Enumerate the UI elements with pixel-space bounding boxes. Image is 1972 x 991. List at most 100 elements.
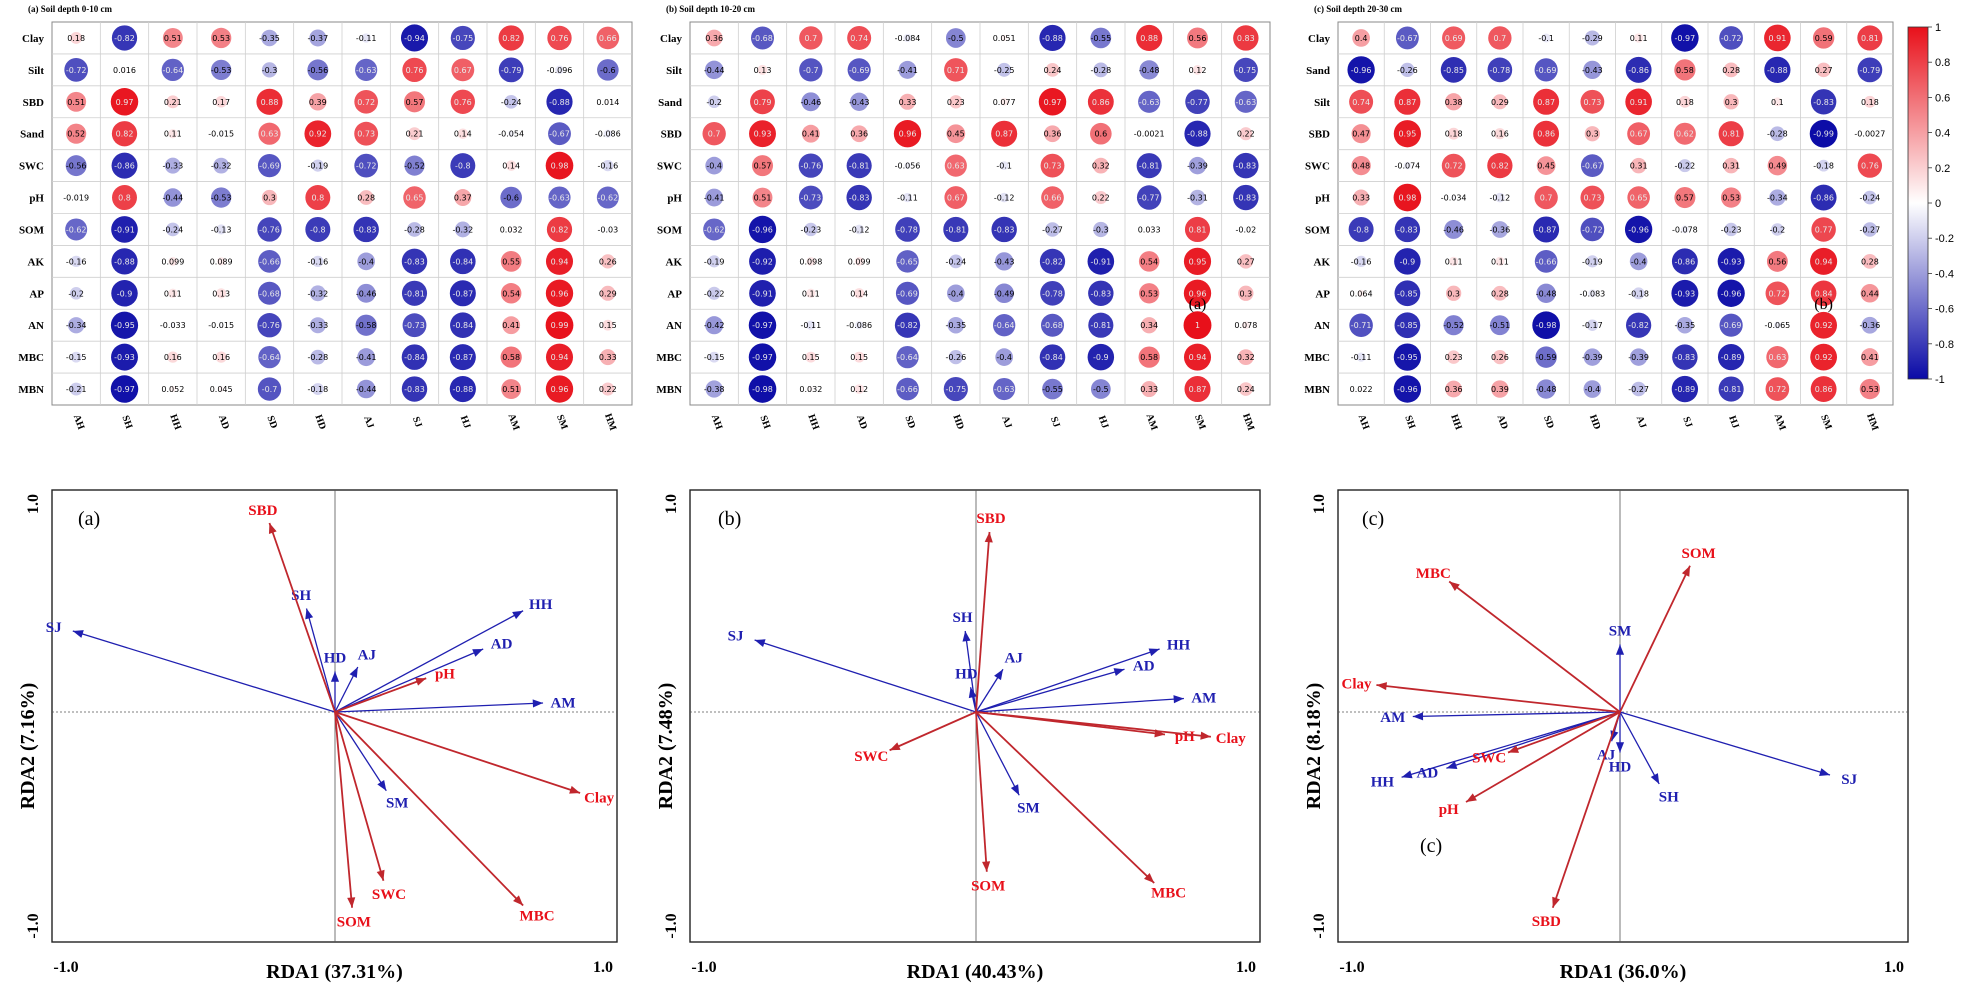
correlation-value: -0.27 <box>1042 225 1063 234</box>
correlation-circle <box>110 88 139 116</box>
correlation-value: -0.5 <box>948 34 964 43</box>
correlation-value: 0.18 <box>1445 130 1463 139</box>
correlation-value: -0.66 <box>259 257 280 266</box>
correlation-circle <box>1671 375 1699 403</box>
correlation-circle <box>1584 30 1600 46</box>
correlation-value: -0.19 <box>704 257 725 266</box>
correlation-circle <box>600 285 616 301</box>
correlation-value: 0.51 <box>754 194 772 203</box>
correlation-value: 0.49 <box>1768 162 1786 171</box>
correlation-value: -0.81 <box>1139 162 1160 171</box>
arrow-head <box>1144 872 1155 883</box>
correlation-value: 0.45 <box>1537 162 1555 171</box>
heatmap-column-label: SD <box>902 414 917 430</box>
heatmap-row-label: AN <box>28 320 44 332</box>
heatmap-column-label: HD <box>1587 413 1602 431</box>
correlation-value: 0.56 <box>1768 257 1786 266</box>
correlation-circle <box>806 320 816 330</box>
correlation-circle <box>904 162 911 169</box>
heatmap-title: (c) Soil depth 20-30 cm <box>1314 4 1402 14</box>
correlation-circle <box>1857 153 1883 178</box>
heatmap-row-label: AP <box>29 288 44 300</box>
rda-panel-(b): (b) -1.0 1.0 1.0 -1.0 RDA1 (40.43%) RDA2 (7.48… <box>655 489 1261 983</box>
correlation-circle <box>1488 26 1512 50</box>
heatmap-panel-0: (a) Soil depth 0-10 cm Clay Silt SBD Sand SWC… <box>18 4 633 433</box>
correlation-value: -0.33 <box>307 321 328 330</box>
correlation-circle <box>404 155 425 176</box>
correlation-value: 0.51 <box>164 34 182 43</box>
correlation-value: 0.53 <box>1861 385 1879 394</box>
heatmap-row-label: pH <box>667 193 682 205</box>
correlation-circle <box>450 248 476 275</box>
species-vector-label: AD <box>1417 766 1439 782</box>
species-vector-label: AJ <box>1597 748 1616 764</box>
correlation-circle <box>1723 62 1739 78</box>
correlation-value: -0.4 <box>948 289 964 298</box>
heatmap-column-label: SD <box>264 414 279 430</box>
correlation-value: -0.9 <box>1400 257 1416 266</box>
correlation-circle <box>704 60 724 80</box>
correlation-circle <box>854 224 865 235</box>
correlation-value: 0.7 <box>804 34 817 43</box>
correlation-value: 0.98 <box>1398 194 1416 203</box>
correlation-circle <box>1139 60 1159 80</box>
env-vector-label: pH <box>1439 802 1459 818</box>
arrow-head <box>1010 784 1020 796</box>
correlation-circle <box>1088 312 1114 338</box>
env-vector <box>334 711 524 907</box>
correlation-value: 0.077 <box>993 98 1016 107</box>
correlation-value: -0.87 <box>452 353 473 362</box>
correlation-circle <box>70 32 83 44</box>
correlation-circle <box>309 317 326 334</box>
correlation-circle <box>215 96 227 108</box>
correlation-value: 0.22 <box>599 385 617 394</box>
correlation-value: -0.66 <box>897 385 918 394</box>
species-vector-label: AD <box>491 637 513 653</box>
correlation-value: -0.52 <box>1443 321 1464 330</box>
correlation-value: -0.97 <box>1675 34 1696 43</box>
correlation-value: -0.086 <box>846 321 872 330</box>
correlation-value: -0.89 <box>1675 385 1696 394</box>
correlation-circle <box>946 124 966 144</box>
correlation-value: -0.68 <box>752 34 773 43</box>
correlation-value: 0.94 <box>1815 257 1833 266</box>
heatmap-column-label: SJ <box>1048 415 1062 429</box>
correlation-value: 0.86 <box>1537 130 1555 139</box>
correlation-circle <box>449 375 476 403</box>
species-vector <box>334 702 544 713</box>
correlation-circle <box>215 351 227 363</box>
correlation-value: 0.18 <box>67 34 85 43</box>
correlation-value: 0.58 <box>502 353 520 362</box>
env-vector-label: SWC <box>372 887 406 903</box>
correlation-circle <box>1185 89 1210 115</box>
x-axis-label: RDA1 (40.43%) <box>907 961 1044 983</box>
heatmap-column-label: AJ <box>361 415 376 430</box>
correlation-value: -0.03 <box>597 225 618 234</box>
correlation-circle <box>1440 57 1467 83</box>
correlation-value: -0.4 <box>706 162 722 171</box>
correlation-value: -0.63 <box>1139 98 1160 107</box>
correlation-circle <box>258 250 281 273</box>
correlation-circle <box>1769 189 1786 206</box>
env-vector <box>268 522 336 713</box>
heatmap-column-label: AM <box>505 412 521 432</box>
correlation-value: 0.54 <box>1140 257 1158 266</box>
arrow-head <box>1200 731 1211 740</box>
correlation-value: -0.52 <box>404 162 425 171</box>
correlation-value: 0.8 <box>118 194 131 203</box>
correlation-circle <box>1541 33 1551 43</box>
correlation-circle <box>309 285 326 302</box>
correlation-value: 0.098 <box>799 257 822 266</box>
correlation-value: -0.83 <box>849 194 870 203</box>
correlation-circle <box>1443 315 1464 336</box>
correlation-value: 0.31 <box>1722 162 1740 171</box>
correlation-value: 0.36 <box>1445 385 1463 394</box>
heatmap-row-label: SWC <box>1305 161 1330 173</box>
correlation-circle <box>705 380 723 398</box>
correlation-circle <box>944 154 967 177</box>
correlation-value: -0.89 <box>1721 353 1742 362</box>
correlation-value: 0.63 <box>261 130 279 139</box>
correlation-value: -0.84 <box>1042 353 1063 362</box>
correlation-circle <box>944 58 968 82</box>
correlation-circle <box>110 311 139 339</box>
